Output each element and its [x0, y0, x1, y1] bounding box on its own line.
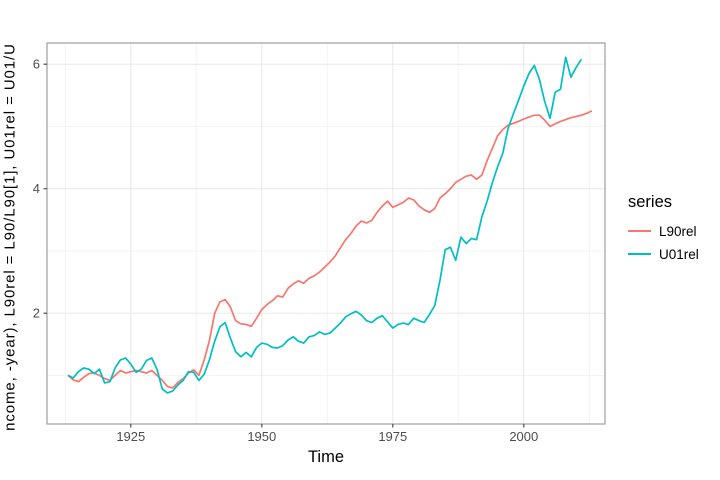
svg-text:1925: 1925	[116, 429, 145, 444]
legend-label-l90rel: L90rel	[659, 223, 697, 239]
legend: series L90rel U01rel	[628, 193, 699, 268]
svg-text:4: 4	[33, 181, 40, 196]
legend-item-l90rel: L90rel	[628, 222, 699, 240]
legend-key-line-l90rel	[628, 230, 651, 232]
svg-text:2: 2	[33, 306, 40, 321]
svg-text:1950: 1950	[247, 429, 276, 444]
legend-item-u01rel: U01rel	[628, 245, 699, 263]
svg-text:1975: 1975	[378, 429, 407, 444]
legend-key-line-u01rel	[628, 253, 651, 255]
svg-text:6: 6	[33, 57, 40, 72]
svg-text:2000: 2000	[509, 429, 538, 444]
legend-label-u01rel: U01rel	[659, 246, 699, 262]
x-axis-title: Time	[307, 448, 345, 466]
y-axis-title: ncome, -year), L90rel = L90/L90[1], U01r…	[1, 43, 19, 431]
legend-title: series	[628, 193, 673, 211]
